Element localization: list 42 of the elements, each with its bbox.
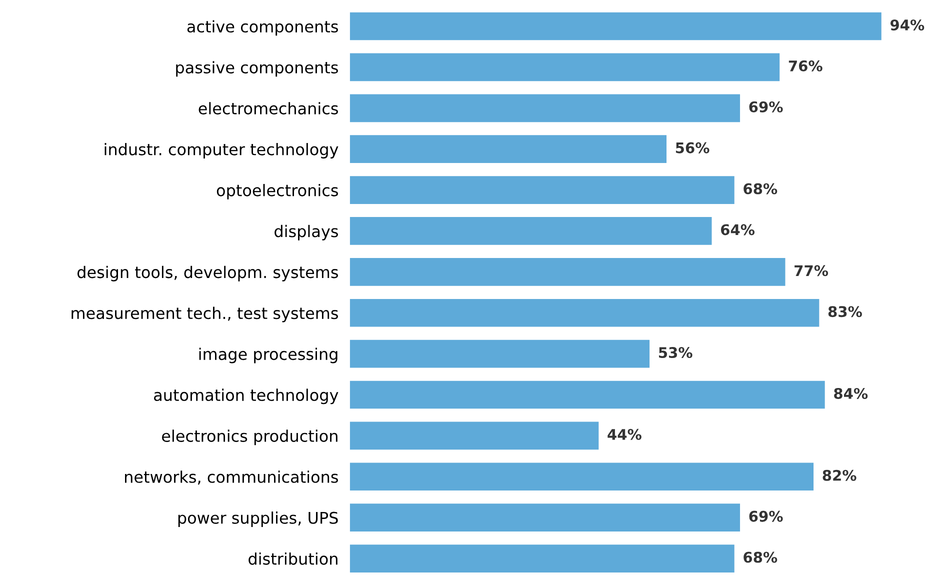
- bar: [350, 340, 650, 368]
- data-label: 69%: [749, 101, 783, 112]
- data-label: 76%: [788, 60, 822, 72]
- y-tick-label: electronics production: [162, 430, 338, 446]
- bar: [350, 504, 740, 532]
- y-tick-label: distribution: [248, 552, 338, 565]
- y-tick-label: passive components: [176, 61, 338, 77]
- y-tick-label: optoelectronics: [216, 184, 338, 200]
- y-tick-label: electromechanics: [198, 102, 338, 114]
- data-label: 82%: [822, 470, 856, 481]
- bar: [350, 53, 780, 82]
- bar: [350, 258, 786, 286]
- data-label: 56%: [676, 142, 710, 154]
- data-label: 84%: [834, 388, 868, 399]
- data-label: 44%: [608, 428, 642, 440]
- bar: [350, 135, 667, 164]
- data-label: 68%: [744, 183, 778, 194]
- y-tick-label: networks, communications: [125, 470, 338, 485]
- y-tick-label: industr. computer technology: [104, 143, 338, 158]
- bar: [350, 12, 882, 40]
- bar: [350, 422, 599, 450]
- bar: [350, 544, 734, 572]
- data-label: 64%: [720, 224, 755, 236]
- y-tick-label: measurement tech., test systems: [72, 306, 338, 322]
- y-tick-label: automation technology: [154, 388, 338, 404]
- data-label: 83%: [828, 306, 862, 318]
- bar: [350, 380, 825, 409]
- data-label: 69%: [749, 510, 783, 522]
- y-tick-label: displays: [274, 224, 338, 240]
- data-label: 68%: [744, 552, 778, 563]
- data-label: 53%: [659, 347, 692, 358]
- bar: [350, 217, 712, 245]
- y-tick-label: design tools, developm. systems: [77, 266, 338, 282]
- y-tick-label: active components: [187, 20, 338, 36]
- bar: [350, 298, 820, 327]
- y-tick-label: power supplies, UPS: [178, 512, 338, 527]
- bar: [350, 176, 734, 204]
- y-tick-label: image processing: [199, 348, 338, 364]
- data-label: 94%: [890, 19, 924, 30]
- bar: [350, 462, 814, 491]
- data-label: 77%: [794, 265, 828, 276]
- bar: [350, 94, 740, 122]
